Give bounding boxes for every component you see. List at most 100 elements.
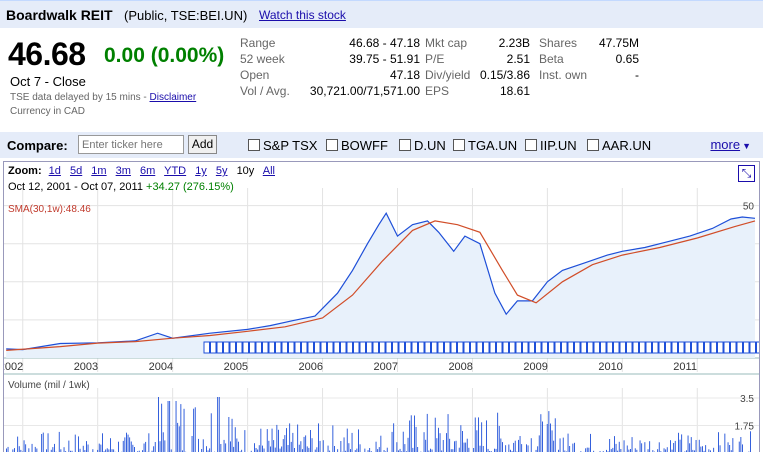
volume-bar xyxy=(630,449,631,452)
dividend-marker xyxy=(723,341,730,354)
volume-bar xyxy=(60,449,62,452)
dividend-marker xyxy=(470,341,477,354)
more-label[interactable]: more xyxy=(710,137,741,152)
zoom-ytd[interactable]: YTD xyxy=(164,165,187,177)
volume-bar xyxy=(730,450,732,452)
volume-bar xyxy=(383,450,385,452)
volume-bar xyxy=(679,439,681,452)
volume-bar xyxy=(396,442,398,452)
volume-bar xyxy=(311,438,313,452)
volume-bar xyxy=(689,443,691,452)
volume-bar xyxy=(364,448,366,452)
compare-checkbox-iip-un[interactable]: IIP.UN xyxy=(525,138,577,153)
volume-bar xyxy=(23,440,25,452)
volume-bar xyxy=(673,443,675,452)
checkbox-icon[interactable] xyxy=(525,139,537,151)
volume-bar xyxy=(678,432,679,452)
zoom-3m[interactable]: 3m xyxy=(115,165,131,177)
dividend-marker xyxy=(665,341,672,354)
volume-bar xyxy=(486,420,487,452)
dividend-marker xyxy=(580,341,587,354)
compare-ticker-label: AAR.UN xyxy=(602,138,652,153)
volume-bar xyxy=(231,418,233,452)
compare-checkbox-bowff[interactable]: BOWFF xyxy=(326,138,388,153)
volume-bar xyxy=(79,448,81,452)
ticker-exchange: (Public, TSE:BEI.UN) xyxy=(124,8,248,23)
volume-bar xyxy=(618,441,620,452)
volume-bar xyxy=(223,439,225,452)
volume-bar xyxy=(482,446,484,452)
volume-bar xyxy=(236,438,238,452)
zoom-5d[interactable]: 5d xyxy=(69,165,83,177)
volume-bar xyxy=(142,450,143,452)
volume-bar xyxy=(430,448,431,452)
checkbox-icon[interactable] xyxy=(399,139,411,151)
volume-bar xyxy=(151,450,153,452)
volume-bar xyxy=(84,450,86,452)
dividend-marker xyxy=(216,341,223,354)
compare-checkbox-sp-tsx[interactable]: S&P TSX xyxy=(248,138,317,153)
more-compare-link[interactable]: more ▼ xyxy=(710,137,751,152)
price-chart[interactable]: 2030405020022003200420052006200720082009… xyxy=(4,162,759,452)
disclaimer-link[interactable]: Disclaimer xyxy=(149,92,197,103)
volume-bar xyxy=(375,441,377,452)
compare-checkbox-aar-un[interactable]: AAR.UN xyxy=(587,138,651,153)
dividend-marker xyxy=(353,341,360,354)
title-bar: Boardwalk REIT (Public, TSE:BEI.UN) Watc… xyxy=(0,0,763,28)
delay-text: TSE data delayed by 15 mins - xyxy=(10,92,150,103)
volume-bar xyxy=(52,447,54,452)
volume-bar xyxy=(345,450,347,452)
add-compare-button[interactable]: Add xyxy=(188,135,217,154)
compare-checkbox-d-un[interactable]: D.UN xyxy=(399,138,446,153)
volume-bar xyxy=(148,433,150,452)
compare-ticker-label: S&P TSX xyxy=(263,138,318,153)
dividend-marker xyxy=(548,341,555,354)
zoom-1d[interactable]: 1d xyxy=(48,165,61,177)
stat-label: P/E xyxy=(425,52,445,66)
compare-ticker-input[interactable] xyxy=(78,135,184,154)
volume-bar xyxy=(134,447,135,452)
stat-label: Open xyxy=(240,68,270,82)
dividend-marker xyxy=(431,341,438,354)
zoom-1y[interactable]: 1y xyxy=(195,165,207,177)
volume-bar xyxy=(250,450,252,452)
volume-bar xyxy=(431,449,433,452)
volume-bar xyxy=(478,417,479,452)
zoom-5y[interactable]: 5y xyxy=(215,165,228,177)
volume-bar xyxy=(666,447,668,452)
volume-bar xyxy=(634,448,636,452)
volume-bar xyxy=(327,445,329,452)
dividend-marker xyxy=(210,341,217,354)
dividend-marker xyxy=(255,341,262,354)
volume-bar xyxy=(47,433,49,452)
zoom-1m[interactable]: 1m xyxy=(91,165,107,177)
checkbox-icon[interactable] xyxy=(326,139,338,151)
checkbox-icon[interactable] xyxy=(587,139,599,151)
volume-bar xyxy=(31,443,33,452)
dividend-marker xyxy=(476,341,483,354)
zoom-all[interactable]: All xyxy=(262,165,275,177)
zoom-6m[interactable]: 6m xyxy=(139,165,156,177)
volume-bar xyxy=(322,440,324,452)
volume-bar xyxy=(337,449,339,452)
volume-bar xyxy=(6,448,7,452)
volume-bar xyxy=(671,449,673,452)
volume-bar xyxy=(161,403,163,452)
zoom-10y[interactable]: 10y xyxy=(236,165,255,177)
volume-bar xyxy=(705,445,707,452)
dividend-marker xyxy=(509,341,516,354)
checkbox-icon[interactable] xyxy=(453,139,465,151)
checkbox-icon[interactable] xyxy=(248,139,260,151)
watch-stock-link[interactable]: Watch this stock xyxy=(259,8,346,22)
stat-row: Range 46.68 - 47.18 xyxy=(240,35,420,51)
volume-bar xyxy=(380,435,382,452)
dividend-marker xyxy=(541,341,548,354)
x-tick-label: 2005 xyxy=(224,361,248,373)
compare-checkbox-tga-un[interactable]: TGA.UN xyxy=(453,138,517,153)
volume-bar xyxy=(585,448,587,452)
stat-value: 30,721.00/71,571.00 xyxy=(309,84,420,98)
expand-chart-icon[interactable]: ⤡ xyxy=(738,165,755,182)
volume-bar xyxy=(356,448,358,452)
volume-bar xyxy=(78,436,79,452)
volume-bar xyxy=(441,450,443,452)
